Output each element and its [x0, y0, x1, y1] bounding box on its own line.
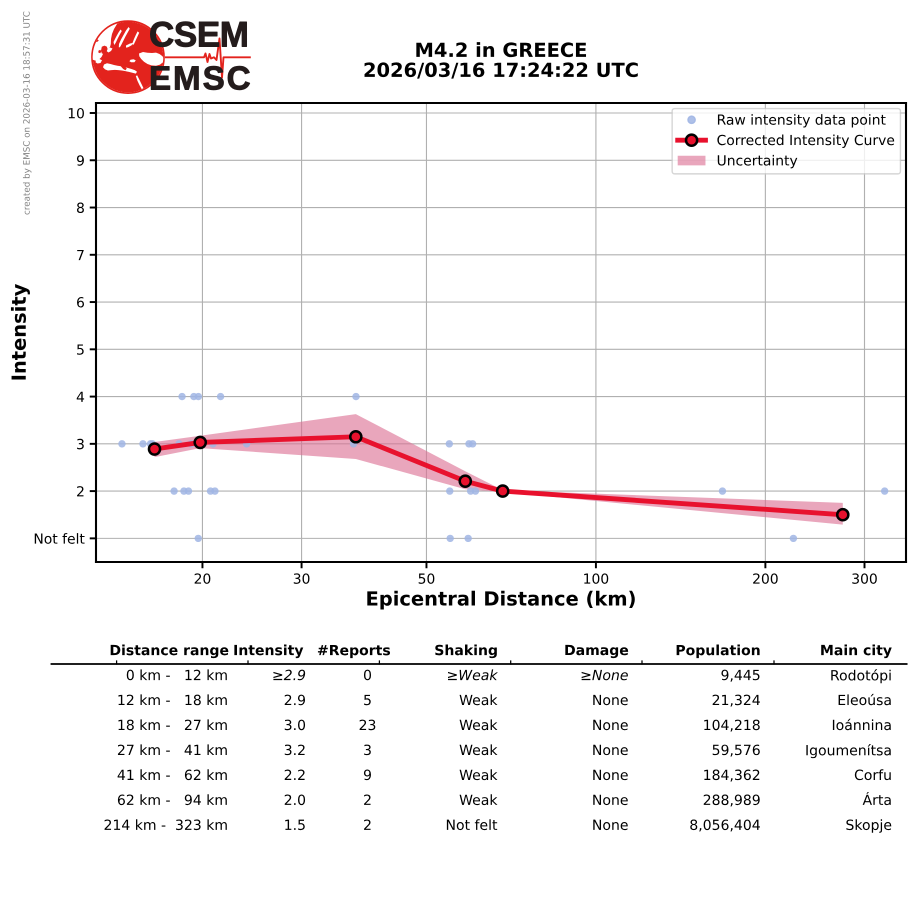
svg-text:CSEM: CSEM [149, 15, 249, 54]
svg-text:EMSC: EMSC [149, 61, 252, 98]
